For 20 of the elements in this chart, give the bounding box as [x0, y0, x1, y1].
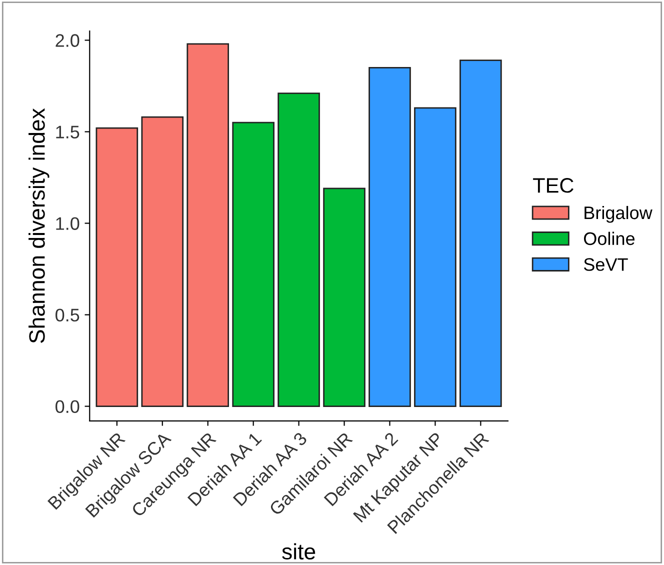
y-tick-label: 1.0 [56, 217, 80, 230]
bar [460, 60, 502, 407]
bar [96, 127, 138, 407]
y-tick-label: 0.5 [56, 308, 80, 322]
bar [368, 66, 411, 407]
legend-label: Ooline [584, 232, 635, 246]
bar [186, 43, 230, 407]
bar [232, 122, 274, 407]
bar [323, 188, 366, 407]
y-tick-label: 1.5 [56, 126, 80, 138]
legend-label: SeVT [584, 258, 628, 271]
bar [414, 107, 456, 407]
y-axis-title: Shannon diversity index [28, 108, 50, 343]
legend-title: TEC [533, 178, 574, 193]
y-tick-label: 2.0 [56, 34, 80, 47]
y-tick-label: 0.0 [56, 400, 80, 414]
bar [278, 92, 320, 407]
legend-label: Brigalow [584, 206, 652, 223]
bar [141, 116, 184, 407]
x-axis-title: site [282, 543, 316, 560]
